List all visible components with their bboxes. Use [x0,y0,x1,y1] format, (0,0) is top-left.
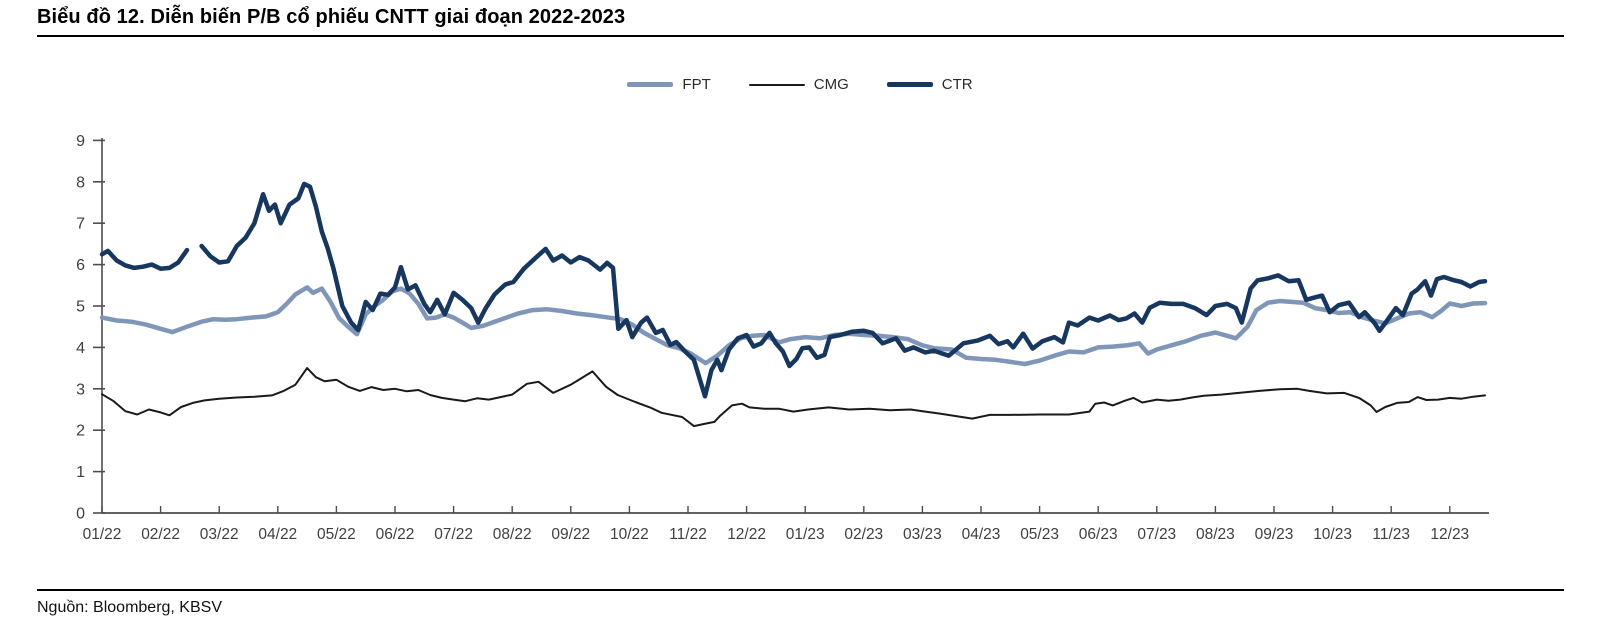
legend-label-cmg: CMG [813,76,849,93]
legend-item-cmg: CMG [748,76,849,93]
chart-legend: FPT CMG CTR [0,76,1600,93]
x-tick-label: 02/23 [844,526,883,543]
x-tick-label: 06/23 [1079,526,1118,543]
x-tick-label: 01/22 [83,526,122,543]
footer-divider [37,589,1564,591]
x-tick-label: 10/22 [610,526,649,543]
x-tick-label: 08/22 [493,526,532,543]
series-line-ctr [199,181,1488,399]
x-tick-label: 09/23 [1255,526,1294,543]
y-tick-label: 0 [76,506,85,523]
x-tick-label: 05/23 [1020,526,1059,543]
x-tick-label: 12/23 [1430,526,1469,543]
x-tick-label: 11/23 [1372,526,1410,543]
y-tick-label: 5 [76,299,85,316]
y-tick-label: 6 [76,257,85,274]
x-tick-label: 11/22 [669,526,707,543]
x-tick-label: 07/23 [1137,526,1176,543]
source-note: Nguồn: Bloomberg, KBSV [37,599,222,616]
x-tick-label: 03/23 [903,526,942,543]
y-tick-label: 2 [76,423,85,440]
x-tick-label: 04/22 [258,526,297,543]
y-tick-label: 4 [76,340,85,357]
x-tick-label: 12/22 [727,526,766,543]
fpt-line-swatch [627,82,674,87]
title-divider [37,35,1564,37]
x-tick-label: 07/22 [434,526,473,543]
legend-item-ctr: CTR [886,76,973,93]
x-tick-label: 09/22 [551,526,590,543]
y-tick-label: 8 [76,174,85,191]
series-line-ctr [99,247,190,271]
y-tick-label: 3 [76,381,85,398]
legend-label-fpt: FPT [682,76,711,93]
y-tick-label: 7 [76,216,85,233]
y-tick-label: 9 [76,133,85,150]
chart-title: Biểu đồ 12. Diễn biến P/B cổ phiếu CNTT … [37,6,626,28]
cmg-line-swatch [748,83,805,86]
y-tick-label: 1 [76,464,85,481]
series-line-fpt [99,285,1488,367]
legend-item-fpt: FPT [627,76,711,93]
x-tick-label: 02/22 [141,526,180,543]
x-tick-label: 01/23 [786,526,825,543]
series-line-cmg [101,367,1486,428]
x-tick-label: 06/22 [376,526,415,543]
x-tick-label: 08/23 [1196,526,1235,543]
ctr-line-swatch [886,82,933,87]
legend-label-ctr: CTR [941,76,973,93]
x-tick-label: 04/23 [962,526,1001,543]
x-tick-label: 05/22 [317,526,356,543]
x-tick-label: 03/22 [200,526,239,543]
x-tick-label: 10/23 [1313,526,1352,543]
